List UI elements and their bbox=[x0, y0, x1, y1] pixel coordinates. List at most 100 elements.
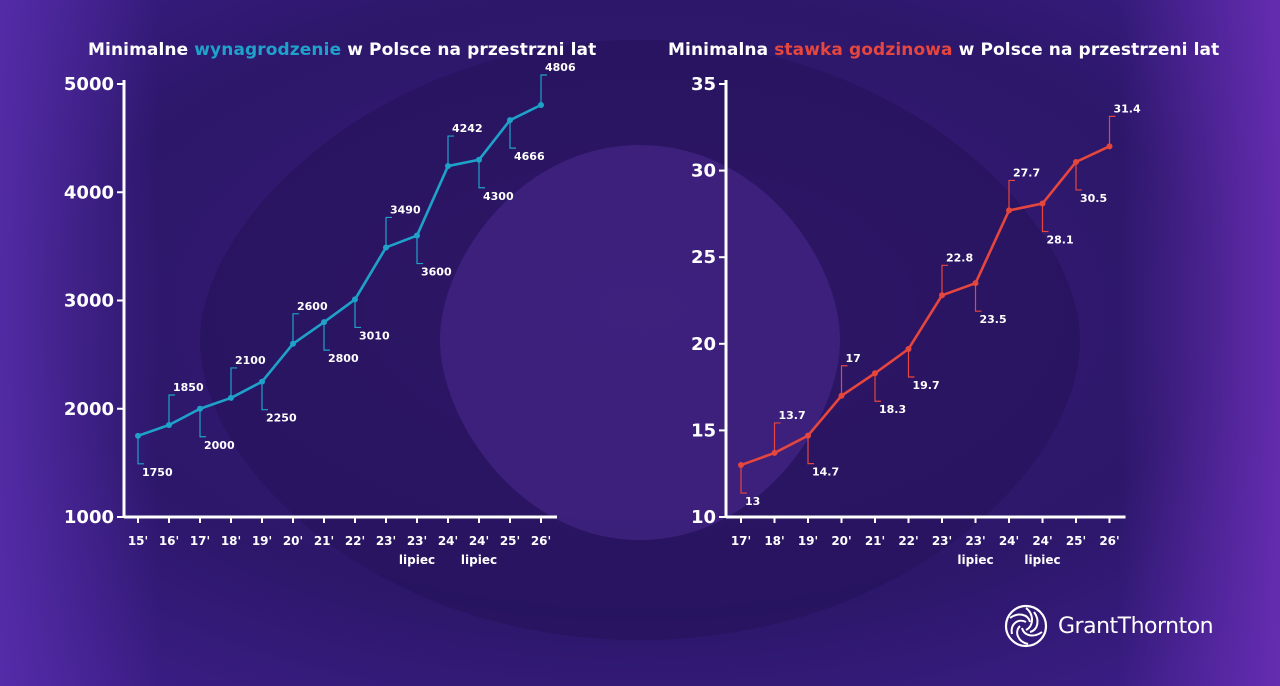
wage-label-leader bbox=[416, 235, 423, 265]
hourly-x-tick-label: 17' bbox=[731, 534, 751, 548]
wage-label-leader bbox=[385, 216, 392, 248]
hourly-label-leader bbox=[907, 348, 915, 378]
wage-x-tick-label: 20' bbox=[283, 534, 303, 548]
wage-data-label: 2600 bbox=[297, 300, 328, 313]
chart-title-hourly-rate: Minimalna stawka godzinowa w Polsce na p… bbox=[668, 40, 1219, 60]
hourly-data-label: 19.7 bbox=[913, 379, 940, 392]
hourly-data-label: 28.1 bbox=[1047, 234, 1074, 247]
hourly-x-tick-label: 19' bbox=[798, 534, 818, 548]
hourly-label-leader bbox=[1008, 179, 1015, 211]
hourly-label-leader bbox=[1041, 203, 1049, 233]
hourly-data-label: 22.8 bbox=[946, 251, 973, 264]
grant-thornton-swirl-icon bbox=[1004, 604, 1048, 648]
title-right-suffix: w Polsce na przestrzeni lat bbox=[952, 40, 1220, 60]
wage-x-tick-label: 15' bbox=[128, 534, 148, 548]
hourly-label-leader bbox=[840, 365, 848, 396]
wage-x-tick-label: 26' bbox=[531, 534, 551, 548]
hourly-label-leader bbox=[874, 373, 881, 402]
title-left-prefix: Minimalne bbox=[88, 40, 195, 60]
wage-data-label: 1850 bbox=[173, 381, 204, 394]
wage-data-label: 2000 bbox=[204, 439, 235, 452]
hourly-data-label: 31.4 bbox=[1114, 102, 1141, 115]
title-left-highlight: wynagrodzenie bbox=[194, 40, 342, 60]
hourly-y-tick-label: 15 bbox=[691, 420, 716, 441]
wage-x-tick-label: 23' bbox=[407, 534, 427, 548]
hourly-series-line bbox=[740, 145, 1111, 467]
hourly-x-tick-label: 24' bbox=[1032, 534, 1052, 548]
hourly-x-tick-label: lipiec bbox=[1024, 553, 1060, 567]
wage-data-label: 2100 bbox=[235, 354, 266, 367]
hourly-x-tick-label: 18' bbox=[764, 534, 784, 548]
hourly-y-tick-label: 30 bbox=[691, 161, 716, 182]
hourly-data-label: 17 bbox=[846, 352, 861, 365]
hourly-y-tick-label: 35 bbox=[691, 74, 716, 95]
hourly-label-leader bbox=[807, 435, 814, 465]
wage-label-leader bbox=[323, 322, 330, 351]
wage-data-label: 4806 bbox=[545, 61, 576, 74]
wage-y-tick-label: 3000 bbox=[64, 291, 114, 312]
wage-data-label: 4666 bbox=[514, 150, 545, 163]
hourly-x-tick-label: 20' bbox=[831, 534, 851, 548]
hourly-y-tick-label: 20 bbox=[691, 334, 716, 355]
hourly-label-leader bbox=[941, 264, 948, 296]
wage-label-leader bbox=[447, 135, 454, 167]
title-left-suffix: w Polsce na przestrzni lat bbox=[341, 40, 597, 60]
hourly-x-tick-label: 25' bbox=[1066, 534, 1086, 548]
title-right-prefix: Minimalna bbox=[668, 40, 775, 60]
wage-label-leader bbox=[540, 74, 547, 106]
hourly-x-tick-label: lipiec bbox=[957, 553, 993, 567]
wage-data-label: 4300 bbox=[483, 190, 514, 203]
wage-data-label: 3010 bbox=[359, 329, 390, 342]
wage-x-tick-label: lipiec bbox=[461, 553, 497, 567]
title-right-highlight: stawka godzinowa bbox=[774, 40, 953, 60]
wage-label-leader bbox=[478, 159, 485, 189]
wage-y-tick-label: 4000 bbox=[64, 182, 114, 203]
wage-label-leader bbox=[168, 394, 175, 425]
wage-label-leader bbox=[292, 313, 299, 344]
grant-thornton-logo: GrantThornton bbox=[1004, 603, 1214, 649]
wage-label-leader bbox=[261, 381, 268, 411]
hourly-data-label: 23.5 bbox=[980, 313, 1007, 326]
hourly-x-tick-label: 22' bbox=[898, 534, 918, 548]
wage-label-leader bbox=[354, 299, 361, 329]
wage-x-tick-label: 25' bbox=[500, 534, 520, 548]
hourly-label-leader bbox=[740, 465, 747, 494]
wage-x-tick-label: 18' bbox=[221, 534, 241, 548]
hourly-label-leader bbox=[773, 422, 781, 453]
hourly-data-label: 13 bbox=[745, 495, 760, 508]
hourly-x-tick-label: 23' bbox=[932, 534, 952, 548]
wage-y-tick-label: 5000 bbox=[64, 74, 114, 95]
hourly-y-tick-label: 25 bbox=[691, 247, 716, 268]
wage-data-label: 2250 bbox=[266, 412, 297, 425]
hourly-x-tick-label: 26' bbox=[1099, 534, 1119, 548]
wage-label-leader bbox=[137, 435, 144, 465]
hourly-data-label: 14.7 bbox=[812, 466, 839, 479]
hourly-label-leader bbox=[1075, 161, 1082, 191]
wage-x-tick-label: 16' bbox=[159, 534, 179, 548]
wage-series-line bbox=[137, 103, 542, 438]
wage-y-tick-label: 2000 bbox=[64, 399, 114, 420]
wage-label-leader bbox=[509, 120, 516, 149]
chart-title-minimum-wage: Minimalne wynagrodzenie w Polsce na prze… bbox=[88, 40, 596, 60]
wage-data-label: 1750 bbox=[142, 466, 173, 479]
wage-x-tick-label: 17' bbox=[190, 534, 210, 548]
hourly-y-tick-label: 10 bbox=[691, 507, 716, 528]
hourly-data-label: 18.3 bbox=[879, 403, 906, 416]
wage-x-tick-label: 23' bbox=[376, 534, 396, 548]
grant-thornton-logo-text: GrantThornton bbox=[1058, 613, 1214, 639]
wage-label-leader bbox=[230, 367, 237, 398]
wage-x-tick-label: 24' bbox=[469, 534, 489, 548]
hourly-data-label: 27.7 bbox=[1013, 166, 1040, 179]
wage-data-label: 3490 bbox=[390, 203, 421, 216]
hourly-data-label: 30.5 bbox=[1080, 192, 1107, 205]
wage-data-label: 4242 bbox=[452, 122, 483, 135]
wage-x-tick-label: lipiec bbox=[399, 553, 435, 567]
hourly-label-leader bbox=[974, 283, 982, 312]
hourly-x-tick-label: 23' bbox=[965, 534, 985, 548]
wage-data-label: 2800 bbox=[328, 352, 359, 365]
wage-x-tick-label: 24' bbox=[438, 534, 458, 548]
hourly-label-leader bbox=[1108, 115, 1116, 147]
